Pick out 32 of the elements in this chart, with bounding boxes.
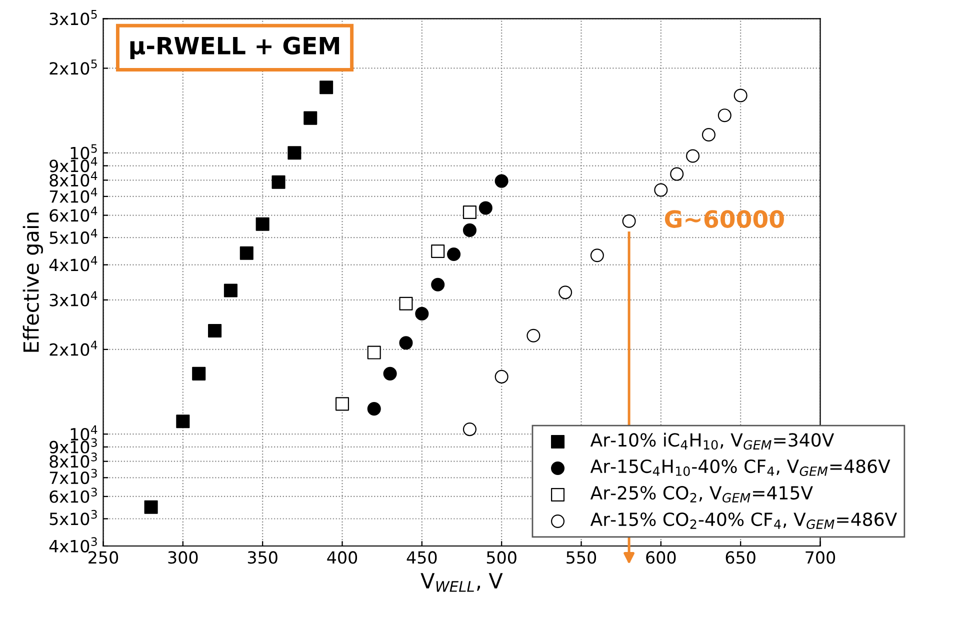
y-tick-label: 8x10$^{3}$: [50, 452, 97, 468]
y-tick-label: 3x10$^{5}$: [50, 10, 97, 26]
y-tick-label: 8x10$^{4}$: [50, 171, 98, 187]
y-tick-label: 5x10$^{4}$: [50, 228, 98, 244]
x-tick-label: 600: [646, 551, 676, 564]
text: Ar-15C$_{4}$H$_{10}$-40% CF$_{4}$, V$_{GEM}$=486V: [590, 459, 890, 476]
annotation: G~60000: [664, 210, 784, 228]
annotation: μ-RWELL + GEM: [130, 36, 340, 60]
y-tick-label: 5x10$^{3}$: [50, 510, 97, 526]
y-tick-label: 4x10$^{4}$: [49, 256, 98, 272]
x-axis-title: V$_{WELL}$, V: [420, 573, 503, 592]
y-tick-label: 6x10$^{3}$: [50, 488, 97, 503]
y-tick-label: 6x10$^{4}$: [50, 206, 98, 222]
y-tick-label: 7x10$^{3}$: [50, 468, 97, 484]
y-tick-label: 4x10$^{3}$: [49, 537, 97, 552]
legend-label: Ar-10% iC$_{4}$H$_{10}$, V$_{GEM}$=340V: [590, 432, 834, 450]
y-tick-label: 2x10$^{4}$: [50, 340, 98, 356]
x-tick-label: 700: [806, 551, 836, 564]
x-tick-label: 450: [406, 551, 437, 564]
x-tick-label: 650: [726, 551, 756, 564]
y-tick-label: 3x10$^{4}$: [50, 291, 98, 306]
legend-label: Ar-15% CO$_{2}$-40% CF$_{4}$, V$_{GEM}$=486V: [590, 512, 898, 529]
x-tick-label: 250: [88, 551, 118, 564]
x-tick-label: 350: [248, 551, 278, 564]
y-tick-label: 7x10$^{4}$: [50, 188, 98, 203]
x-tick-label: 400: [327, 551, 358, 564]
legend-label: Ar-25% CO$_{2}$, V$_{GEM}$=415V: [590, 486, 813, 502]
y-tick-label: 2x10$^{5}$: [50, 60, 97, 75]
x-tick-label: 500: [486, 551, 516, 564]
x-tick-label: 300: [168, 551, 198, 564]
y-axis-title: Effective gain: [22, 212, 43, 352]
x-tick-label: 550: [566, 551, 596, 564]
